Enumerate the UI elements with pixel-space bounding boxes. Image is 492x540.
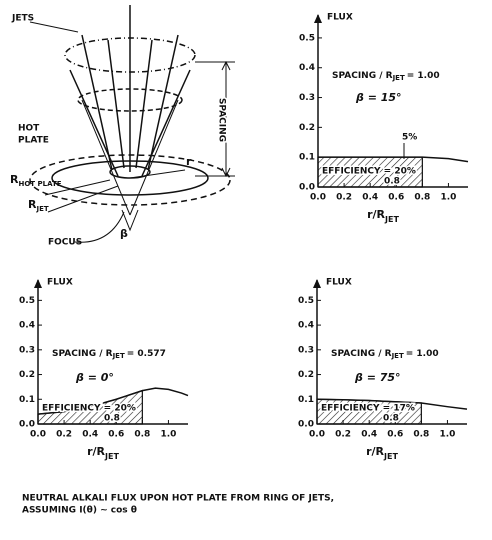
spacing-rest: = 0.577 [127, 349, 166, 359]
spacing-annotation: SPACING / RJET = 0.577 [52, 349, 166, 361]
spacing-text: SPACING / R [52, 349, 113, 359]
x-axis-label: r/RJET [87, 445, 119, 461]
y-tick-label: 0.1 [298, 395, 314, 405]
x-tick-label: 0.0 [309, 430, 325, 440]
x-tick-label: 0.4 [82, 430, 98, 440]
r-jet-label: RJET [28, 198, 49, 213]
spacing-rest: = 1.00 [406, 349, 439, 359]
spacing-sub: JET [391, 352, 404, 360]
x-tick-label: 0.8 [414, 193, 430, 203]
x-tick-label: 0.0 [30, 430, 46, 440]
x-tick-label: 1.0 [439, 430, 455, 440]
spacing-sub: JET [112, 352, 125, 360]
x-axis-label-text: r/R [87, 445, 105, 458]
spacing-rest: = 1.00 [407, 71, 440, 81]
spacing-text: SPACING / R [332, 71, 393, 81]
r-hot-plate-sub: HOT PLATE [18, 180, 61, 188]
note: 5% [402, 133, 417, 143]
x-tick-label: 1.0 [440, 193, 456, 203]
y-tick-label: 0.5 [19, 296, 35, 306]
x-tick-label: 0.4 [361, 430, 377, 440]
y-axis-arrow [34, 279, 42, 288]
x-axis-label-sub: JET [104, 452, 119, 461]
jets-label: JETS [11, 14, 34, 24]
x-axis-label-text: r/R [366, 445, 384, 458]
caption-line: NEUTRAL ALKALI FLUX UPON HOT PLATE FROM … [22, 494, 334, 504]
beta-annotation: β = 0° [75, 371, 114, 384]
y-axis-label: FLUX [327, 13, 353, 23]
x-axis-label: r/RJET [366, 445, 398, 461]
x-tick-label: 0.4 [362, 193, 378, 203]
x-tick-label: 0.8 [134, 430, 150, 440]
shade-label: 0.8 [384, 177, 400, 187]
shade-label: 0.8 [104, 414, 120, 424]
hot-plate-label: HOT [18, 124, 40, 134]
x-tick-label: 0.2 [336, 193, 352, 203]
shade-label: 0.8 [383, 414, 399, 424]
r-jet-text: R [28, 198, 37, 211]
y-tick-label: 0.4 [19, 321, 35, 331]
x-axis-label: r/RJET [367, 208, 399, 224]
y-tick-label: 0.2 [299, 123, 315, 133]
x-tick-label: 0.6 [108, 430, 124, 440]
spacing-label: SPACING [217, 98, 227, 142]
r-label: r [186, 155, 192, 168]
y-tick-label: 0.3 [19, 345, 35, 355]
spacing-annotation: SPACING / RJET = 1.00 [331, 349, 439, 361]
y-tick-label: 0.0 [298, 420, 314, 430]
spacing-sub: JET [392, 74, 405, 82]
efficiency-label: EFFICIENCY = 20% [322, 167, 416, 177]
x-tick-label: 1.0 [160, 430, 176, 440]
efficiency-label: EFFICIENCY = 17% [321, 404, 415, 414]
r-hot-plate-text: R [10, 173, 19, 186]
apparatus-diagram [29, 5, 235, 243]
flux-curve [37, 387, 189, 415]
spacing-text: SPACING / R [331, 349, 392, 359]
y-axis-arrow [313, 279, 321, 288]
flux-curve [318, 156, 469, 163]
x-axis-label-sub: JET [384, 215, 399, 224]
x-tick-label: 0.0 [310, 193, 326, 203]
y-tick-label: 0.5 [299, 33, 315, 43]
y-axis-label: FLUX [326, 278, 352, 288]
beta-annotation: β = 75° [354, 371, 401, 384]
efficiency-label: EFFICIENCY = 20% [42, 404, 136, 414]
x-tick-label: 0.6 [387, 430, 403, 440]
hot-plate-label: PLATE [18, 136, 49, 146]
y-tick-label: 0.1 [19, 395, 35, 405]
caption-line: ASSUMING I(θ) ~ cos θ [22, 506, 137, 516]
y-axis-label: FLUX [47, 278, 73, 288]
x-axis-label-text: r/R [367, 208, 385, 221]
y-tick-label: 0.4 [298, 321, 314, 331]
x-tick-label: 0.2 [335, 430, 351, 440]
y-tick-label: 0.3 [298, 345, 314, 355]
y-axis-arrow [314, 14, 322, 23]
y-tick-label: 0.0 [299, 183, 315, 193]
y-tick-label: 0.1 [299, 153, 315, 163]
beta-label: β [120, 227, 128, 240]
y-tick-label: 0.4 [299, 63, 315, 73]
y-tick-label: 0.5 [298, 296, 314, 306]
x-tick-label: 0.8 [413, 430, 429, 440]
r-jet-sub: JET [35, 205, 48, 213]
focus-label: FOCUS [48, 238, 82, 248]
flux-curve [316, 398, 468, 410]
beta-annotation: β = 15° [355, 91, 402, 104]
y-tick-label: 0.2 [298, 370, 314, 380]
x-tick-label: 0.6 [388, 193, 404, 203]
r-hot-plate-label: RHOT PLATE [10, 173, 62, 188]
y-tick-label: 0.2 [19, 370, 35, 380]
spacing-annotation: SPACING / RJET = 1.00 [332, 71, 440, 83]
x-tick-label: 0.2 [56, 430, 72, 440]
x-axis-label-sub: JET [383, 452, 398, 461]
y-tick-label: 0.0 [19, 420, 35, 430]
y-tick-label: 0.3 [299, 93, 315, 103]
